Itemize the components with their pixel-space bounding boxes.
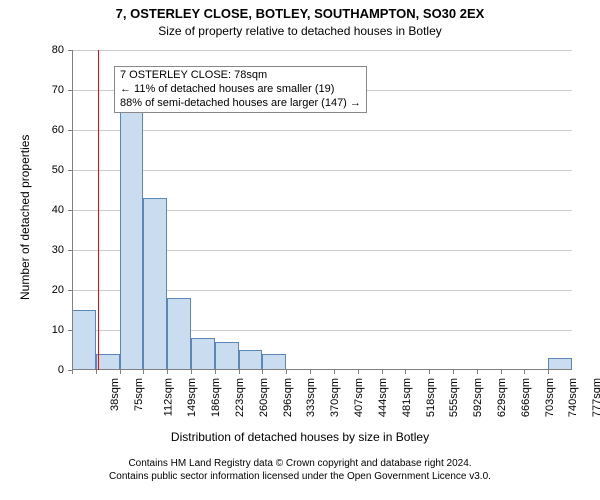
histogram-bar (215, 342, 239, 370)
x-tick-mark (429, 370, 430, 374)
footer-line1: Contains HM Land Registry data © Crown c… (0, 458, 600, 471)
x-tick-label: 481sqm (401, 378, 413, 417)
y-tick-mark (68, 210, 72, 211)
histogram-bar (262, 354, 286, 370)
x-tick-label: 777sqm (591, 378, 600, 417)
footer-attribution: Contains HM Land Registry data © Crown c… (0, 458, 600, 483)
x-tick-label: 260sqm (258, 378, 270, 417)
x-tick-mark (143, 370, 144, 374)
x-tick-label: 370sqm (329, 378, 341, 417)
histogram-bar (239, 350, 263, 370)
histogram-bar (96, 354, 120, 370)
y-axis-label: Number of detached properties (18, 134, 32, 299)
x-tick-mark (501, 370, 502, 374)
x-tick-label: 186sqm (210, 378, 222, 417)
y-tick-mark (68, 330, 72, 331)
footer-line2: Contains public sector information licen… (0, 471, 600, 484)
x-tick-mark (358, 370, 359, 374)
x-tick-mark (286, 370, 287, 374)
x-tick-mark (191, 370, 192, 374)
x-tick-mark (239, 370, 240, 374)
x-tick-label: 518sqm (425, 378, 437, 417)
y-axis-line (72, 50, 73, 370)
histogram-bar (120, 82, 144, 370)
x-tick-label: 112sqm (162, 378, 174, 416)
x-tick-mark (405, 370, 406, 374)
y-tick-label: 40 (0, 204, 64, 216)
x-tick-label: 407sqm (353, 378, 365, 417)
x-tick-mark (215, 370, 216, 374)
annotation-line3: 88% of semi-detached houses are larger (… (120, 97, 361, 111)
y-tick-mark (68, 250, 72, 251)
chart-container: 7, OSTERLEY CLOSE, BOTLEY, SOUTHAMPTON, … (0, 0, 600, 500)
x-tick-label: 592sqm (472, 378, 484, 417)
x-tick-label: 629sqm (496, 378, 508, 417)
x-tick-label: 149sqm (187, 378, 199, 417)
x-tick-label: 444sqm (377, 378, 389, 417)
y-tick-label: 30 (0, 244, 64, 256)
x-tick-mark (96, 370, 97, 374)
x-tick-mark (262, 370, 263, 374)
y-tick-mark (68, 170, 72, 171)
x-tick-label: 223sqm (234, 378, 246, 417)
x-tick-mark (120, 370, 121, 374)
x-tick-label: 38sqm (109, 378, 121, 411)
y-tick-mark (68, 130, 72, 131)
y-tick-label: 80 (0, 44, 64, 56)
y-tick-label: 20 (0, 284, 64, 296)
grid-line (72, 50, 572, 51)
x-tick-mark (453, 370, 454, 374)
y-tick-label: 0 (0, 364, 64, 376)
y-tick-label: 10 (0, 324, 64, 336)
histogram-bar (143, 198, 167, 370)
x-tick-mark (524, 370, 525, 374)
annotation-box: 7 OSTERLEY CLOSE: 78sqm ← 11% of detache… (114, 66, 367, 113)
x-tick-mark (310, 370, 311, 374)
property-marker-line (98, 50, 100, 370)
y-tick-label: 50 (0, 164, 64, 176)
x-axis-label: Distribution of detached houses by size … (0, 430, 600, 444)
y-tick-mark (68, 50, 72, 51)
histogram-bar (191, 338, 215, 370)
x-tick-label: 333sqm (306, 378, 318, 417)
annotation-line2: ← 11% of detached houses are smaller (19… (120, 83, 361, 97)
y-tick-mark (68, 90, 72, 91)
x-tick-label: 666sqm (520, 378, 532, 417)
x-tick-mark (382, 370, 383, 374)
chart-subtitle: Size of property relative to detached ho… (0, 24, 600, 38)
annotation-line1: 7 OSTERLEY CLOSE: 78sqm (120, 69, 361, 83)
y-tick-label: 60 (0, 124, 64, 136)
x-tick-label: 555sqm (448, 378, 460, 417)
chart-title: 7, OSTERLEY CLOSE, BOTLEY, SOUTHAMPTON, … (0, 6, 600, 21)
histogram-bar (167, 298, 191, 370)
x-tick-label: 740sqm (568, 378, 580, 417)
x-tick-mark (334, 370, 335, 374)
grid-line (72, 170, 572, 171)
y-tick-mark (68, 290, 72, 291)
x-tick-mark (477, 370, 478, 374)
x-axis-line (72, 369, 572, 370)
x-tick-label: 75sqm (133, 378, 145, 411)
x-tick-mark (548, 370, 549, 374)
x-tick-label: 296sqm (282, 378, 294, 417)
grid-line (72, 130, 572, 131)
x-tick-label: 703sqm (544, 378, 556, 417)
x-tick-mark (167, 370, 168, 374)
y-tick-label: 70 (0, 84, 64, 96)
x-tick-mark (72, 370, 73, 374)
histogram-bar (72, 310, 96, 370)
